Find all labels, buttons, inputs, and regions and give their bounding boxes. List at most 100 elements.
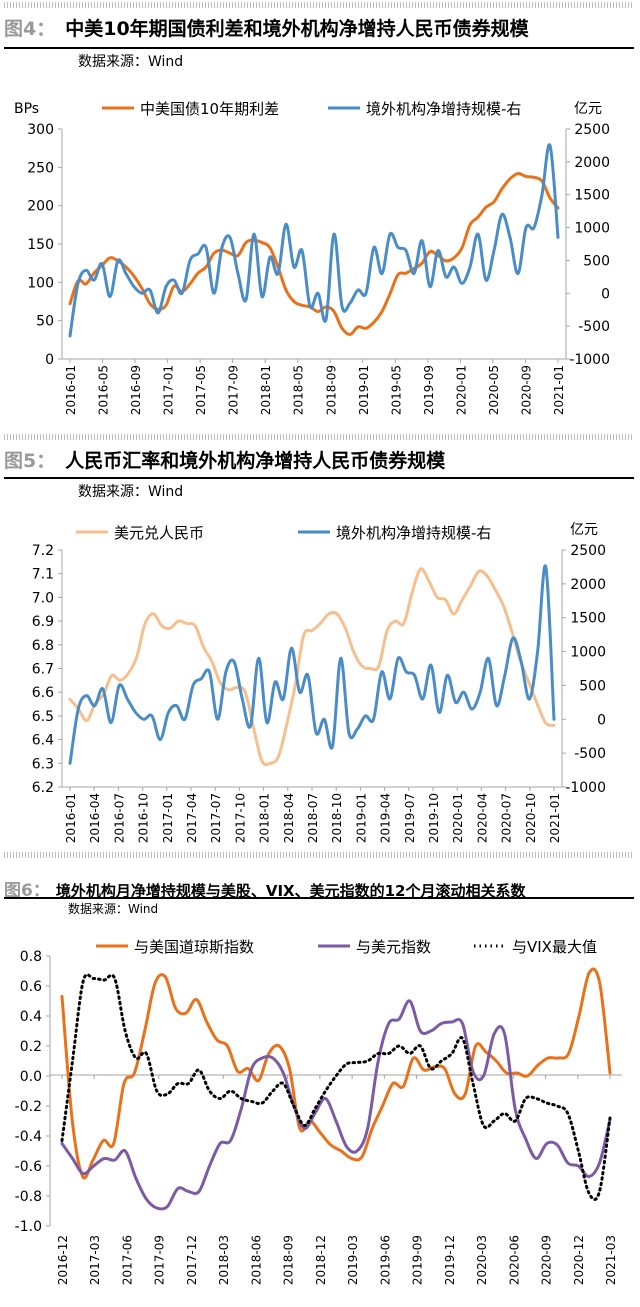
figure-6-number: 图6： bbox=[4, 881, 50, 901]
x-tick-label: 2019-12 bbox=[443, 1235, 457, 1285]
x-tick-label: 2016-10 bbox=[137, 793, 151, 843]
x-tick-label: 2020-09 bbox=[540, 1235, 554, 1285]
x-tick-label: 2016-01 bbox=[64, 793, 78, 843]
right-tick-label: 1500 bbox=[570, 611, 606, 627]
figure-5-title: 人民币汇率和境外机构净增持人民币债券规模 bbox=[65, 450, 446, 472]
x-tick-label: 2017-12 bbox=[185, 1235, 199, 1285]
series-line-1 bbox=[68, 171, 560, 336]
x-tick-label: 2017-03 bbox=[88, 1235, 102, 1285]
figure-6-hatch bbox=[4, 852, 634, 858]
left-tick-label: -1.0 bbox=[15, 1219, 42, 1235]
figure-6-source: 数据来源：Wind bbox=[68, 902, 159, 916]
figure-4-header: 图4： 中美10年期国债利差和境外机构净增持人民币债券规模 bbox=[4, 14, 634, 41]
x-tick-label: 2018-01 bbox=[258, 793, 272, 843]
left-tick-label: -0.6 bbox=[15, 1159, 42, 1175]
left-tick-label: -0.4 bbox=[15, 1129, 42, 1145]
figure-4-title: 中美10年期国债利差和境外机构净增持人民币债券规模 bbox=[65, 18, 529, 40]
x-tick-label: 2019-01 bbox=[354, 793, 368, 843]
figure-4-rule bbox=[4, 47, 634, 49]
x-tick-label: 2019-01 bbox=[357, 365, 371, 415]
x-tick-label: 2017-09 bbox=[227, 365, 241, 415]
right-tick-label: 1000 bbox=[574, 221, 610, 237]
x-tick-label: 2018-12 bbox=[314, 1235, 328, 1285]
left-tick-label: 300 bbox=[27, 122, 54, 138]
x-tick-label: 2017-01 bbox=[161, 793, 175, 843]
x-tick-label: 2017-04 bbox=[185, 793, 199, 843]
x-tick-label: 2020-12 bbox=[572, 1235, 586, 1285]
x-tick-label: 2018-10 bbox=[330, 793, 344, 843]
left-tick-label: 0.0 bbox=[20, 1069, 42, 1085]
right-unit-label: 亿元 bbox=[574, 101, 602, 117]
x-tick-label: 2016-04 bbox=[88, 793, 102, 843]
series-line-3 bbox=[60, 973, 612, 1201]
legend-label-1: 中美国债10年期利差 bbox=[140, 100, 279, 118]
left-tick-label: 6.8 bbox=[32, 638, 54, 654]
x-tick-label: 2017-06 bbox=[120, 1235, 134, 1285]
right-tick-label: 0 bbox=[597, 712, 606, 728]
x-tick-label: 2020-06 bbox=[507, 1235, 521, 1285]
left-tick-label: 150 bbox=[27, 237, 54, 253]
left-tick-label: 6.5 bbox=[32, 709, 54, 725]
x-tick-label: 2018-04 bbox=[282, 793, 296, 843]
figure-6-title: 境外机构月净增持规模与美股、VIX、美元指数的12个月滚动相关系数 bbox=[55, 882, 526, 900]
x-tick-label: 2018-06 bbox=[249, 1235, 263, 1285]
legend-label-2: 与美元指数 bbox=[356, 938, 431, 956]
right-tick-label: 2500 bbox=[574, 122, 610, 138]
figure-5-header: 图5： 人民币汇率和境外机构净增持人民币债券规模 bbox=[4, 446, 634, 473]
right-tick-label: 1000 bbox=[570, 645, 606, 661]
series-line-2 bbox=[68, 564, 556, 765]
figure-6-rule bbox=[4, 897, 634, 899]
right-tick-label: 1500 bbox=[574, 188, 610, 204]
right-unit-label: 亿元 bbox=[570, 522, 598, 538]
x-tick-label: 2020-01 bbox=[451, 793, 465, 843]
x-tick-label: 2019-05 bbox=[389, 365, 403, 415]
x-tick-label: 2017-01 bbox=[162, 365, 176, 415]
left-tick-label: 6.2 bbox=[32, 780, 54, 796]
x-tick-label: 2017-05 bbox=[194, 365, 208, 415]
figure-5-source: 数据来源：Wind bbox=[78, 484, 184, 500]
x-tick-label: 2021-01 bbox=[548, 793, 562, 843]
right-tick-label: 2000 bbox=[570, 577, 606, 593]
x-tick-label: 2017-10 bbox=[233, 793, 247, 843]
left-tick-label: 200 bbox=[27, 199, 54, 215]
left-tick-label: 7.1 bbox=[32, 567, 54, 583]
right-tick-label: 2500 bbox=[570, 543, 606, 559]
chart-rolling-correlation: -1.0 -0.8 -0.6 -0.4 -0.2 0.0 0.2 0.4 0.6 0.8 2016-… bbox=[15, 938, 622, 1285]
x-tick-label: 2021-01 bbox=[552, 365, 566, 415]
right-tick-label: -500 bbox=[578, 319, 610, 335]
figure-5-rule bbox=[4, 477, 634, 479]
legend-label-1: 美元兑人民币 bbox=[114, 524, 204, 542]
figure-6-header: 图6： 境外机构月净增持规模与美股、VIX、美元指数的12个月滚动相关系数 bbox=[4, 876, 634, 901]
figure-5-number: 图5： bbox=[4, 450, 56, 472]
left-tick-label: 0.6 bbox=[20, 979, 42, 995]
x-tick-label: 2019-03 bbox=[346, 1235, 360, 1285]
series-line-2 bbox=[60, 999, 612, 1211]
left-tick-label: 6.4 bbox=[32, 733, 54, 749]
x-tick-label: 2016-12 bbox=[56, 1235, 70, 1285]
left-unit-label: BPs bbox=[14, 101, 39, 117]
right-tick-label: 2000 bbox=[574, 155, 610, 171]
right-tick-label: -1000 bbox=[565, 780, 606, 796]
x-tick-label: 2016-07 bbox=[112, 793, 126, 843]
x-tick-label: 2017-07 bbox=[209, 793, 223, 843]
x-tick-label: 2019-07 bbox=[403, 793, 417, 843]
x-tick-label: 2016-09 bbox=[129, 365, 143, 415]
series-line-2 bbox=[68, 143, 560, 338]
right-tick-label: 500 bbox=[579, 678, 606, 694]
x-tick-label: 2016-01 bbox=[64, 365, 78, 415]
x-tick-label: 2019-09 bbox=[411, 1235, 425, 1285]
left-tick-label: 50 bbox=[36, 314, 54, 330]
figure-4-number: 图4： bbox=[4, 18, 56, 40]
x-tick-label: 2020-07 bbox=[500, 793, 514, 843]
left-tick-label: -0.8 bbox=[15, 1189, 42, 1205]
x-tick-label: 2019-09 bbox=[422, 365, 436, 415]
legend-label-2: 境外机构净增持规模-右 bbox=[336, 524, 491, 542]
legend-label-3: 与VIX最大值 bbox=[512, 938, 597, 956]
series-line-1 bbox=[60, 967, 612, 1180]
left-tick-label: 6.9 bbox=[32, 614, 54, 630]
figure-5-hatch bbox=[4, 434, 634, 440]
left-tick-label: 100 bbox=[27, 275, 54, 291]
x-tick-label: 2018-05 bbox=[292, 365, 306, 415]
legend-label-2: 境外机构净增持规模-右 bbox=[366, 100, 521, 118]
figure-4-source: 数据来源：Wind bbox=[78, 54, 184, 70]
